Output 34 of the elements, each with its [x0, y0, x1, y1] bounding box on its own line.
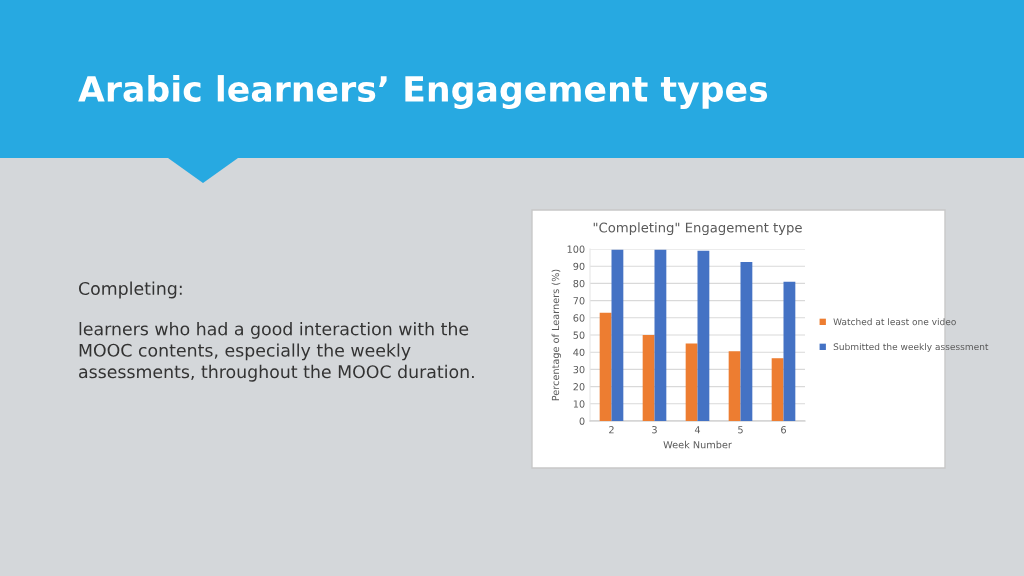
y-tick-label: 0	[579, 417, 585, 425]
legend-label: Watched at least one video	[833, 318, 956, 326]
x-tick-label: 4	[694, 426, 701, 434]
y-tick-label: 20	[573, 383, 585, 391]
y-tick-label: 30	[573, 365, 585, 374]
bar	[685, 343, 698, 421]
bar	[740, 261, 753, 421]
bar	[783, 281, 796, 421]
y-tick-label: 50	[573, 331, 585, 339]
legend-label: Submitted the weekly assessment	[833, 343, 989, 352]
bar	[697, 250, 710, 421]
y-tick-label: 80	[573, 279, 585, 288]
bar	[642, 335, 655, 421]
chart-subtitle: "Completing" Engagement type	[593, 222, 802, 236]
bar	[654, 249, 667, 421]
x-tick-label: 2	[609, 426, 614, 434]
chart-title: Arabic learners’ Engagement types	[78, 75, 768, 109]
text: Completing:	[78, 281, 182, 299]
y-tick-label: 70	[573, 297, 585, 305]
y-axis-title: Percentage of Learners (%)	[551, 269, 562, 401]
y-tick-label: 10	[573, 400, 585, 408]
y-tick-label: 60	[573, 314, 585, 322]
bar	[611, 249, 624, 421]
y-tick-label: 40	[573, 348, 585, 357]
bar	[599, 312, 612, 421]
x-axis-title: Week Number	[663, 440, 732, 449]
text: learners who had a good interaction with the MOOC contents, especially the weekly assessments, throughout the MOOC duration.	[79, 322, 474, 382]
x-tick-label: 6	[781, 426, 786, 434]
bar	[728, 351, 741, 421]
x-tick-label: 5	[738, 426, 743, 434]
y-tick-label: 100	[567, 245, 585, 253]
x-tick-label: 3	[652, 426, 657, 434]
bar	[771, 358, 784, 421]
y-tick-label: 90	[573, 262, 585, 271]
